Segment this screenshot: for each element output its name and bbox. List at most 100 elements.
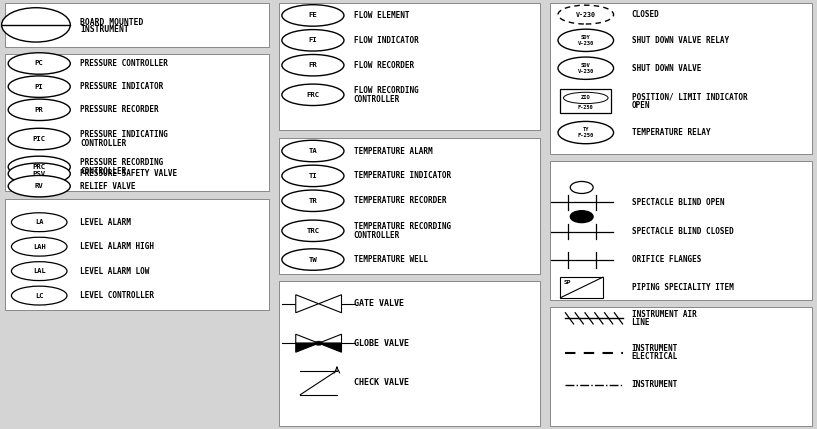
Ellipse shape: [8, 99, 70, 121]
Text: SPECTACLE BLIND CLOSED: SPECTACLE BLIND CLOSED: [632, 227, 734, 236]
Ellipse shape: [282, 30, 344, 51]
Text: ZIO: ZIO: [581, 95, 591, 100]
Text: TEMPERATURE RECORDING: TEMPERATURE RECORDING: [354, 222, 451, 231]
Text: BOARD MOUNTED: BOARD MOUNTED: [80, 18, 144, 27]
Text: PRESSURE INDICATOR: PRESSURE INDICATOR: [80, 82, 163, 91]
Text: FI: FI: [309, 37, 317, 43]
Text: CONTROLLER: CONTROLLER: [80, 167, 127, 175]
Polygon shape: [296, 343, 319, 352]
Ellipse shape: [558, 5, 614, 24]
Text: SPECTACLE BLIND OPEN: SPECTACLE BLIND OPEN: [632, 198, 724, 207]
Text: CONTROLLER: CONTROLLER: [354, 231, 400, 239]
Text: TRC: TRC: [306, 228, 319, 234]
Polygon shape: [319, 343, 342, 352]
Ellipse shape: [558, 29, 614, 51]
Polygon shape: [319, 295, 342, 313]
Ellipse shape: [8, 156, 70, 178]
Text: FLOW ELEMENT: FLOW ELEMENT: [354, 11, 409, 20]
Text: TA: TA: [309, 148, 317, 154]
Text: TEMPERATURE WELL: TEMPERATURE WELL: [354, 255, 428, 264]
Ellipse shape: [282, 220, 344, 242]
Text: POSITION/ LIMIT INDICATOR: POSITION/ LIMIT INDICATOR: [632, 93, 748, 101]
Text: V-230: V-230: [578, 69, 594, 74]
Polygon shape: [296, 295, 319, 313]
Text: LEVEL ALARM: LEVEL ALARM: [80, 218, 131, 227]
Ellipse shape: [564, 92, 608, 104]
Text: LAH: LAH: [33, 244, 46, 250]
Ellipse shape: [11, 213, 67, 232]
Text: TEMPERATURE INDICATOR: TEMPERATURE INDICATOR: [354, 172, 451, 180]
Text: RELIEF VALVE: RELIEF VALVE: [80, 182, 136, 190]
Text: CONTROLLER: CONTROLLER: [354, 95, 400, 103]
Ellipse shape: [11, 286, 67, 305]
Text: FLOW INDICATOR: FLOW INDICATOR: [354, 36, 418, 45]
Text: SDY: SDY: [581, 35, 591, 40]
Text: FLOW RECORDER: FLOW RECORDER: [354, 61, 414, 69]
Text: LA: LA: [35, 219, 43, 225]
FancyBboxPatch shape: [560, 277, 603, 298]
Ellipse shape: [8, 175, 70, 197]
Ellipse shape: [282, 5, 344, 26]
FancyBboxPatch shape: [5, 199, 269, 310]
Circle shape: [315, 341, 323, 345]
Text: TW: TW: [309, 257, 317, 263]
Text: INSTRUMENT: INSTRUMENT: [632, 381, 678, 389]
Text: LEVEL ALARM LOW: LEVEL ALARM LOW: [80, 267, 150, 275]
Text: PRESSURE RECORDING: PRESSURE RECORDING: [80, 158, 163, 167]
Text: TEMPERATURE RECORDER: TEMPERATURE RECORDER: [354, 196, 446, 205]
Text: ELECTRICAL: ELECTRICAL: [632, 353, 678, 361]
Text: TEMPERATURE RELAY: TEMPERATURE RELAY: [632, 128, 710, 137]
Ellipse shape: [282, 140, 344, 162]
Ellipse shape: [282, 165, 344, 187]
Text: V-230: V-230: [576, 12, 596, 18]
Text: CHECK VALVE: CHECK VALVE: [354, 378, 408, 387]
FancyBboxPatch shape: [5, 3, 269, 47]
Text: F-250: F-250: [578, 105, 594, 110]
Ellipse shape: [282, 190, 344, 211]
Text: INSTRUMENT: INSTRUMENT: [80, 25, 129, 33]
FancyBboxPatch shape: [550, 307, 812, 426]
Text: INSTRUMENT: INSTRUMENT: [632, 344, 678, 353]
Text: OPEN: OPEN: [632, 101, 650, 110]
Polygon shape: [296, 334, 319, 343]
Text: CLOSED: CLOSED: [632, 10, 659, 19]
Ellipse shape: [8, 53, 70, 74]
Text: INSTRUMENT AIR: INSTRUMENT AIR: [632, 310, 696, 318]
Text: PR: PR: [35, 107, 43, 113]
Circle shape: [570, 181, 593, 193]
FancyBboxPatch shape: [279, 3, 540, 130]
Ellipse shape: [282, 54, 344, 76]
Ellipse shape: [8, 128, 70, 150]
Ellipse shape: [11, 262, 67, 281]
Text: LEVEL ALARM HIGH: LEVEL ALARM HIGH: [80, 242, 154, 251]
Ellipse shape: [2, 8, 70, 42]
FancyBboxPatch shape: [550, 3, 812, 154]
Circle shape: [570, 211, 593, 223]
Text: SDV: SDV: [581, 63, 591, 68]
Text: LC: LC: [35, 293, 43, 299]
FancyBboxPatch shape: [560, 89, 611, 113]
FancyBboxPatch shape: [5, 54, 269, 191]
Ellipse shape: [558, 121, 614, 144]
Ellipse shape: [282, 84, 344, 106]
Text: LAL: LAL: [33, 268, 46, 274]
Text: F-250: F-250: [578, 133, 594, 138]
Text: PRESSURE INDICATING: PRESSURE INDICATING: [80, 130, 168, 139]
Text: FR: FR: [309, 62, 317, 68]
FancyBboxPatch shape: [279, 138, 540, 274]
Text: CONTROLLER: CONTROLLER: [80, 139, 127, 148]
Ellipse shape: [8, 163, 70, 184]
FancyBboxPatch shape: [550, 161, 812, 300]
Text: SP: SP: [564, 280, 571, 285]
Text: PIC: PIC: [33, 136, 46, 142]
Text: SHUT DOWN VALVE RELAY: SHUT DOWN VALVE RELAY: [632, 36, 729, 45]
Text: PSV: PSV: [33, 171, 46, 177]
Ellipse shape: [558, 57, 614, 79]
Text: TR: TR: [309, 198, 317, 204]
Text: PRESSURE CONTROLLER: PRESSURE CONTROLLER: [80, 59, 168, 68]
Ellipse shape: [11, 237, 67, 256]
Text: PIPING SPECIALITY ITEM: PIPING SPECIALITY ITEM: [632, 283, 734, 292]
Text: FE: FE: [309, 12, 317, 18]
Text: V-230: V-230: [578, 41, 594, 46]
Text: TI: TI: [309, 173, 317, 179]
